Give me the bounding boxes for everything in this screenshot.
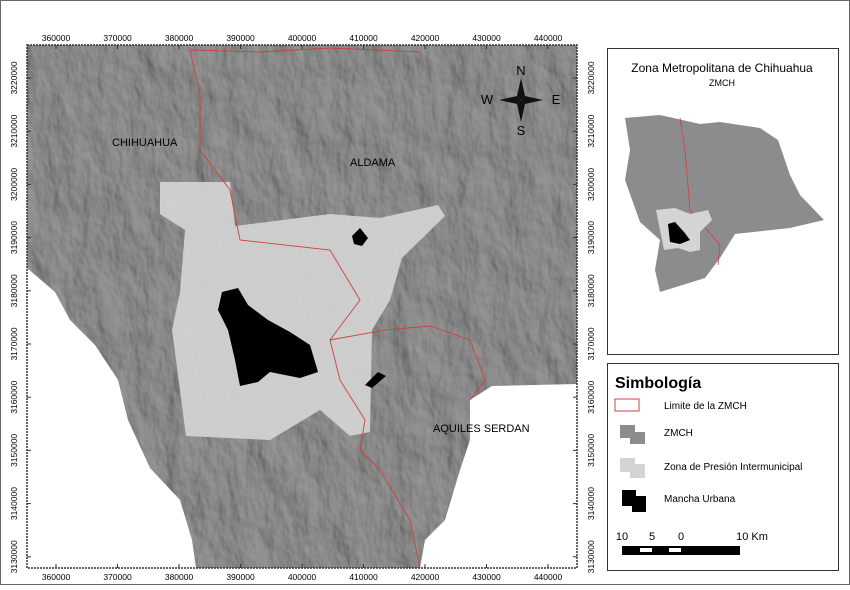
place-label: AQUILES SERDAN	[433, 423, 530, 435]
compass-label: E	[552, 92, 561, 107]
legend-title: Simbología	[615, 375, 701, 392]
scale-label: 10	[616, 531, 628, 543]
x-tick-label: 430000	[472, 33, 501, 43]
y-tick-label: 3180000	[9, 274, 19, 307]
zmch-limit	[189, 49, 421, 568]
north-arrow: N S E W	[481, 63, 561, 138]
x-tick-label: 410000	[349, 33, 378, 43]
scale-label: 0	[678, 531, 684, 543]
x-tick-label: 360000	[42, 33, 71, 43]
x-tick-label: 430000	[472, 572, 501, 582]
x-tick-label: 420000	[411, 33, 440, 43]
coordinate-ticks: 360000 360000 370000 370000 380000 380000 3900…	[9, 33, 596, 582]
x-tick-label: 400000	[288, 572, 317, 582]
inset-subtitle: ZMCH	[709, 78, 735, 88]
legend-label: ZMCH	[664, 428, 693, 439]
y-tick-label: 3150000	[586, 434, 596, 467]
legend-swatch	[614, 398, 640, 412]
x-tick-label: 380000	[165, 572, 194, 582]
y-tick-label: 3190000	[586, 221, 596, 254]
place-label: ALDAMA	[350, 157, 396, 169]
y-tick-label: 3220000	[9, 61, 19, 94]
y-tick-label: 3130000	[9, 540, 19, 573]
scale-label: 10 Km	[736, 531, 768, 543]
y-tick-label: 3190000	[9, 221, 19, 254]
scale-bar: 10 5 0 10 Km	[616, 531, 768, 555]
legend-frame	[607, 363, 839, 571]
x-tick-label: 420000	[411, 572, 440, 582]
outside-area	[420, 384, 577, 568]
legend-swatch	[620, 458, 645, 478]
legend-swatch	[620, 425, 645, 444]
legend-swatch	[622, 490, 646, 512]
y-tick-label: 3200000	[9, 168, 19, 201]
x-tick-label: 380000	[165, 33, 194, 43]
place-label: CHIHUAHUA	[112, 137, 178, 149]
y-tick-label: 3140000	[586, 487, 596, 520]
x-tick-label: 370000	[103, 33, 132, 43]
x-tick-label: 370000	[103, 572, 132, 582]
y-tick-label: 3200000	[586, 168, 596, 201]
y-tick-label: 3140000	[9, 487, 19, 520]
compass-label: N	[516, 63, 525, 78]
scale-label: 5	[649, 531, 655, 543]
y-tick-label: 3220000	[586, 61, 596, 94]
mancha-urbana	[352, 228, 368, 246]
inset-limit	[679, 117, 721, 266]
legend-label: Zona de Presión Intermunicipal	[664, 462, 802, 473]
legend-label: Limite de la ZMCH	[664, 401, 747, 412]
y-tick-label: 3150000	[9, 434, 19, 467]
x-tick-label: 390000	[226, 572, 255, 582]
zona-presion	[160, 182, 445, 440]
mancha-urbana	[365, 372, 386, 388]
compass-label: W	[481, 92, 494, 107]
legend-label: Mancha Urbana	[664, 494, 736, 505]
y-tick-label: 3210000	[9, 114, 19, 147]
x-tick-label: 360000	[42, 572, 71, 582]
inset-mancha	[668, 222, 690, 244]
y-tick-label: 3170000	[9, 327, 19, 360]
y-tick-label: 3180000	[586, 274, 596, 307]
y-tick-label: 3160000	[9, 380, 19, 413]
x-tick-label: 390000	[226, 33, 255, 43]
zmch-limit	[189, 47, 421, 53]
x-tick-label: 400000	[288, 33, 317, 43]
compass-label: S	[517, 123, 526, 138]
main-map	[27, 45, 577, 568]
y-tick-label: 3160000	[586, 380, 596, 413]
y-tick-label: 3130000	[586, 540, 596, 573]
outside-area	[27, 268, 196, 568]
zmch-limit	[329, 325, 486, 401]
mancha-urbana	[218, 288, 318, 386]
x-tick-label: 440000	[534, 572, 563, 582]
x-tick-label: 440000	[534, 33, 563, 43]
x-tick-label: 410000	[349, 572, 378, 582]
y-tick-label: 3170000	[586, 327, 596, 360]
inset-title: Zona Metropolitana de Chihuahua	[631, 61, 813, 75]
y-tick-label: 3210000	[586, 114, 596, 147]
